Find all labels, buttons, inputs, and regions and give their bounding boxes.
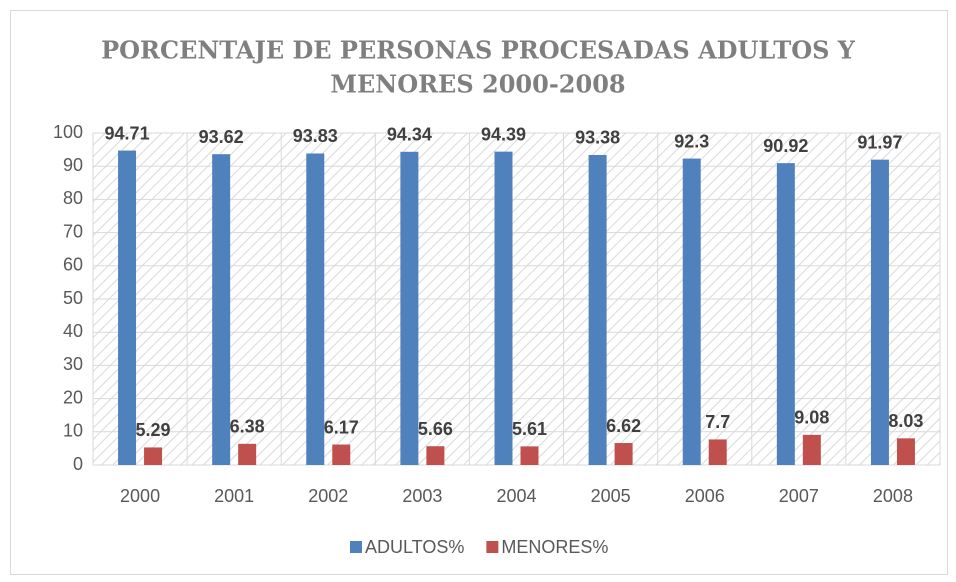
y-tick-label: 10 (63, 421, 83, 441)
legend-swatch (486, 541, 499, 553)
y-tick-label: 80 (63, 188, 83, 208)
legend-swatch (350, 541, 362, 553)
data-label: 93.38 (575, 128, 620, 148)
chart-title: PORCENTAJE DE PERSONAS PROCESADAS ADULTO… (101, 36, 856, 65)
y-tick-label: 70 (63, 221, 83, 241)
data-label: 6.17 (324, 417, 359, 437)
bar (682, 158, 701, 465)
y-tick-label: 50 (63, 288, 83, 308)
x-tick-label: 2007 (779, 486, 819, 506)
data-label: 5.61 (512, 419, 547, 439)
bar (400, 151, 419, 465)
bar (332, 444, 351, 465)
legend-label: MENORES% (501, 537, 608, 557)
data-label: 5.29 (136, 420, 171, 440)
bar (118, 150, 137, 465)
bar (238, 443, 257, 465)
data-label: 8.03 (888, 411, 923, 431)
y-tick-label: 30 (63, 354, 83, 374)
bar (776, 163, 795, 465)
x-tick-label: 2001 (214, 486, 254, 506)
data-label: 94.71 (105, 123, 150, 143)
y-tick-label: 20 (63, 387, 83, 407)
data-label: 6.38 (230, 417, 265, 437)
bar (870, 159, 889, 465)
bar (494, 151, 513, 466)
data-label: 94.39 (481, 124, 526, 144)
bar (306, 153, 325, 465)
bar (212, 154, 231, 466)
data-label: 90.92 (763, 136, 808, 156)
bar (708, 439, 727, 465)
data-label: 94.34 (387, 125, 432, 145)
x-tick-label: 2004 (496, 486, 536, 506)
bar (588, 154, 607, 465)
bar (426, 446, 445, 465)
y-tick-label: 60 (63, 255, 83, 275)
x-tick-label: 2005 (591, 486, 631, 506)
bar (802, 434, 821, 465)
y-tick-label: 90 (63, 155, 83, 175)
legend-label: ADULTOS% (365, 537, 464, 557)
bar (896, 438, 915, 465)
data-label: 7.7 (705, 412, 730, 432)
y-tick-label: 40 (63, 321, 83, 341)
data-label: 93.62 (199, 127, 244, 147)
bar (520, 446, 539, 465)
y-tick-label: 100 (53, 122, 83, 142)
data-label: 6.62 (606, 416, 641, 436)
x-tick-label: 2008 (873, 486, 913, 506)
x-tick-label: 2003 (402, 486, 442, 506)
bar (144, 447, 163, 465)
data-label: 9.08 (794, 408, 829, 428)
data-label: 93.83 (293, 126, 338, 146)
data-label: 91.97 (857, 132, 902, 152)
chart-title: MENORES 2000-2008 (330, 70, 625, 99)
data-label: 5.66 (418, 419, 453, 439)
x-tick-label: 2006 (685, 486, 725, 506)
y-tick-label: 0 (73, 454, 83, 474)
x-tick-label: 2000 (120, 486, 160, 506)
bar (614, 443, 633, 465)
x-tick-label: 2002 (308, 486, 348, 506)
data-label: 92.3 (674, 131, 709, 151)
